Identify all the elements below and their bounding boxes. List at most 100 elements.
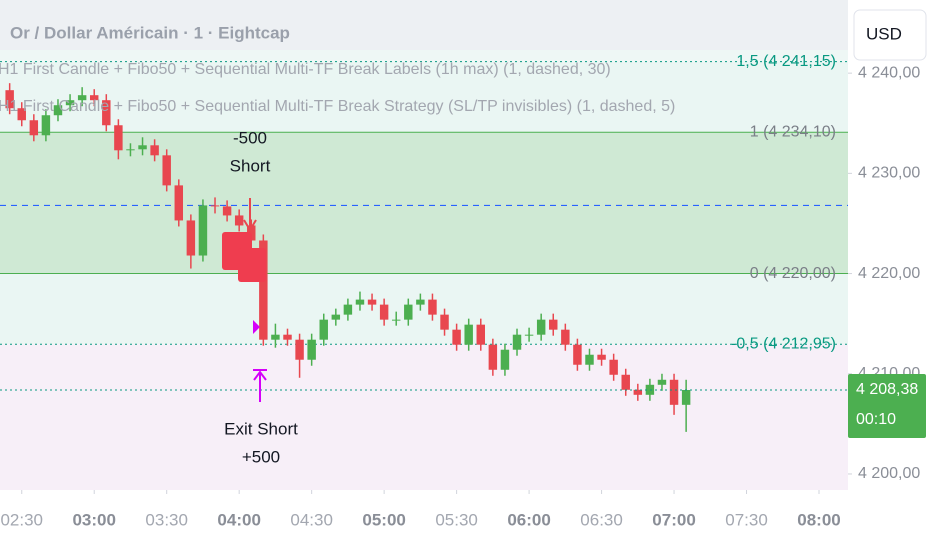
candle-body	[29, 120, 39, 136]
exit-text: +500	[242, 447, 280, 466]
candle-body	[512, 334, 522, 350]
last-price-label: 4 208,38	[856, 381, 918, 398]
fib-label: -0,5 (4 212,95)	[731, 335, 836, 352]
candle-body	[379, 304, 389, 320]
candle-body	[259, 240, 268, 340]
candle-body	[343, 304, 353, 315]
candle-body	[247, 225, 256, 241]
candle-body	[17, 108, 26, 121]
currency-button[interactable]	[853, 9, 927, 61]
candle-body	[404, 304, 413, 320]
candle-body	[452, 329, 461, 345]
x-tick-label: 07:00	[652, 510, 695, 529]
countdown-label: 00:10	[856, 411, 896, 428]
indicator-label: H1 First Candle + Fibo50 + Sequential Mu…	[0, 98, 675, 115]
candle-body	[597, 354, 606, 360]
candle-body	[89, 95, 99, 101]
plot-area: 1,5 (4 241,15) 1 (4 234,10) 0 (4 220,00) -0…	[0, 0, 848, 490]
candle-body	[669, 379, 679, 405]
x-tick-label: 03:30	[145, 510, 188, 529]
fib-label: 0 (4 220,00)	[750, 265, 836, 282]
candle-body	[331, 314, 341, 320]
candle-body	[162, 155, 171, 186]
exit-marker	[253, 320, 260, 334]
x-tick-label: 03:00	[72, 510, 115, 529]
x-tick-label: 06:00	[507, 510, 550, 529]
candle-body	[126, 149, 135, 151]
chart-title: Or / Dollar Américain · 1 · Eightcap	[10, 23, 290, 42]
candle-body	[440, 314, 449, 330]
candle-body	[307, 339, 316, 360]
time-axis	[0, 490, 848, 550]
candle-body	[271, 334, 280, 340]
candle-body	[391, 319, 401, 321]
x-tick-label: 08:00	[797, 510, 840, 529]
candle-body	[416, 299, 425, 305]
candle-body	[102, 100, 111, 126]
entry-text: Short	[230, 156, 271, 175]
candle-body	[476, 324, 486, 345]
candle-body	[41, 115, 51, 136]
indicator-label: H1 First Candle + Fibo50 + Sequential Mu…	[0, 61, 611, 78]
zone	[0, 61, 848, 133]
candle-body	[355, 299, 365, 305]
y-tick-label: 4 220,00	[858, 265, 920, 282]
x-tick-label: 02:30	[0, 510, 43, 529]
currency-label[interactable]: USD	[866, 24, 902, 43]
candle-body	[114, 125, 123, 151]
fib-label: 1 (4 234,10)	[750, 123, 836, 140]
candle-body	[319, 319, 328, 340]
candle-body	[174, 185, 184, 221]
candle-body	[536, 319, 546, 335]
candle-body	[77, 95, 87, 101]
candle-body	[186, 220, 196, 256]
x-tick-label: 05:30	[435, 510, 478, 529]
candle-body	[234, 215, 244, 226]
candle-body	[283, 334, 292, 340]
candle-body	[5, 90, 14, 109]
header-band	[0, 0, 848, 50]
x-tick-label: 07:30	[725, 510, 768, 529]
candle-body	[150, 145, 159, 156]
candle-body	[53, 105, 63, 116]
candle-body	[681, 389, 691, 405]
candle-body	[500, 349, 510, 370]
trade-label	[238, 248, 266, 282]
x-tick-label: 04:30	[290, 510, 333, 529]
exit-arrow	[253, 369, 267, 402]
x-tick-label: 06:30	[580, 510, 623, 529]
candle-body	[65, 100, 75, 106]
x-tick-label: 05:00	[362, 510, 405, 529]
candle-body	[645, 384, 655, 395]
candle-body	[295, 339, 304, 360]
candle-body	[367, 299, 377, 305]
exit-text: Exit Short	[224, 419, 298, 438]
candle-body	[488, 344, 498, 370]
zone	[0, 344, 848, 490]
candle-body	[621, 374, 630, 390]
candle-body	[464, 324, 473, 345]
zone	[0, 273, 848, 345]
y-tick-label: 4 230,00	[858, 165, 920, 182]
candle-body	[524, 334, 534, 336]
candle-body	[549, 319, 558, 330]
axes: 4 240,004 230,004 220,004 210,004 200,00…	[0, 64, 926, 529]
y-tick-label: 4 240,00	[858, 64, 920, 81]
entry-arrow	[243, 198, 257, 232]
candle-body	[222, 206, 232, 216]
candle-body	[573, 344, 582, 365]
last-price-box	[848, 373, 926, 438]
candle-body	[198, 205, 208, 256]
zone	[0, 132, 848, 274]
candle-body	[561, 329, 570, 345]
entry-text: -500	[233, 128, 267, 147]
candle-body	[428, 299, 437, 315]
y-tick-label: 4 200,00	[858, 465, 920, 482]
candle-body	[210, 205, 220, 207]
candle-body	[609, 359, 618, 375]
fib-label: 1,5 (4 241,15)	[736, 53, 836, 70]
candle-body	[585, 354, 594, 365]
candle-body	[657, 379, 667, 385]
